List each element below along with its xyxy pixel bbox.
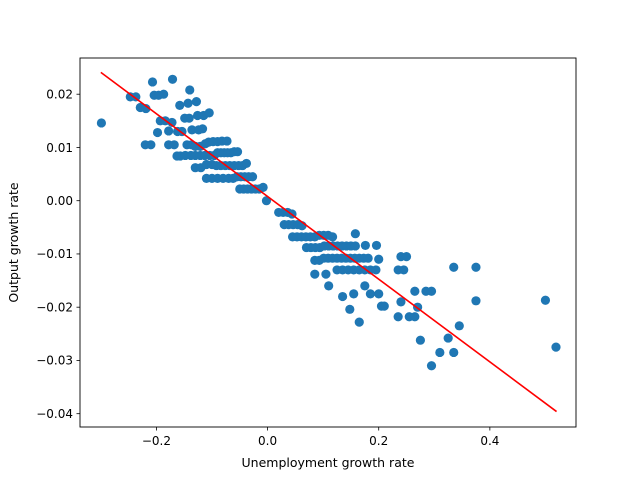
data-point: [551, 342, 561, 352]
data-point: [415, 335, 425, 345]
x-axis-ticks: −0.2 0.0 0.2 0.4: [142, 427, 499, 448]
data-point: [371, 265, 381, 275]
data-point: [147, 77, 158, 87]
data-point: [410, 312, 420, 322]
data-point: [184, 113, 194, 123]
scatter-points: [96, 74, 561, 371]
data-point: [241, 158, 252, 169]
data-point: [96, 118, 106, 128]
data-point: [167, 117, 177, 128]
data-point: [183, 98, 193, 108]
y-tick-label: −0.02: [36, 300, 73, 314]
data-point: [324, 281, 334, 291]
data-point: [363, 253, 373, 263]
fit-line-layer: [100, 71, 558, 413]
data-point: [540, 295, 551, 305]
data-point: [152, 127, 163, 138]
y-tick-label: 0.01: [46, 141, 73, 155]
data-point: [449, 262, 459, 272]
y-axis-label: Output growth rate: [6, 182, 21, 303]
data-point: [337, 291, 348, 302]
fit-line: [100, 71, 558, 413]
data-point: [141, 103, 151, 114]
data-point: [449, 347, 459, 358]
data-point: [354, 317, 364, 327]
data-point: [371, 240, 382, 251]
data-point: [393, 312, 403, 322]
data-point: [349, 289, 359, 299]
y-tick-label: 0.02: [46, 88, 73, 102]
data-point: [261, 196, 272, 206]
data-point: [360, 240, 370, 251]
data-point: [204, 108, 214, 118]
data-point: [258, 182, 268, 192]
data-point: [471, 296, 481, 306]
plot-frame: [79, 57, 577, 428]
data-point: [191, 97, 202, 107]
data-point: [426, 361, 437, 371]
x-tick-label: 0.2: [369, 434, 388, 448]
data-point: [435, 347, 445, 358]
data-point: [159, 89, 169, 99]
data-point: [321, 269, 331, 279]
x-tick-label: 0.0: [258, 434, 277, 448]
data-point: [454, 321, 464, 331]
data-point: [365, 289, 375, 299]
data-point: [379, 301, 389, 311]
data-point: [399, 265, 409, 275]
y-tick-label: 0.00: [46, 194, 73, 208]
data-point: [175, 100, 185, 110]
data-point: [471, 262, 481, 272]
data-point: [410, 286, 420, 296]
data-point: [167, 74, 178, 84]
y-tick-label: −0.04: [36, 407, 73, 421]
data-point: [197, 124, 208, 134]
data-point: [247, 172, 258, 182]
data-point: [232, 147, 243, 157]
y-axis-ticks: −0.04 −0.03 −0.02 −0.01 0.00 0.01 0.02: [36, 88, 80, 421]
data-point: [350, 229, 360, 239]
data-point: [374, 254, 384, 264]
data-point: [164, 126, 174, 136]
data-point: [187, 125, 197, 135]
data-point: [345, 304, 355, 314]
data-point: [350, 241, 360, 251]
data-point: [185, 85, 195, 95]
data-point: [374, 289, 384, 299]
x-tick-label: −0.2: [142, 434, 171, 448]
x-axis-label: Unemployment growth rate: [242, 455, 415, 470]
data-point: [401, 252, 412, 262]
y-tick-label: −0.01: [36, 247, 73, 261]
data-point: [146, 140, 156, 150]
data-point: [327, 232, 338, 242]
data-point: [310, 269, 320, 279]
data-point: [426, 286, 437, 296]
data-point: [360, 281, 370, 291]
data-point: [396, 297, 406, 307]
x-tick-label: 0.4: [480, 434, 499, 448]
data-point: [443, 333, 453, 343]
data-point: [222, 136, 232, 146]
y-tick-label: −0.03: [36, 354, 73, 368]
data-point: [169, 140, 179, 150]
